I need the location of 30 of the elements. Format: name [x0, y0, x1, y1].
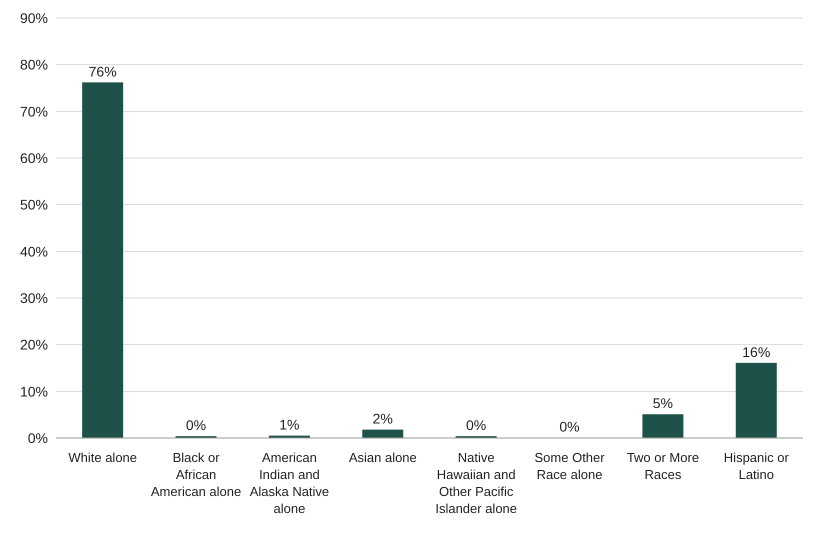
x-tick-label: Asian alone — [348, 450, 417, 465]
bar — [362, 430, 404, 438]
y-tick-label: 60% — [20, 150, 48, 166]
x-tick-label: American Indian and Alaska Native alone — [250, 450, 330, 516]
x-tick-label: Some Other Race alone — [534, 450, 606, 482]
data-label: 76% — [88, 63, 117, 80]
x-tick-label: Two or More Races — [626, 450, 700, 482]
data-label: 0% — [559, 418, 580, 435]
x-tick-label: Black or African American alone — [150, 450, 242, 499]
y-tick-label: 70% — [20, 103, 48, 120]
y-tick-label: 10% — [20, 383, 48, 400]
x-tick-label: White alone — [68, 450, 138, 465]
y-tick-label: 20% — [20, 336, 48, 353]
data-label: 5% — [652, 395, 674, 412]
data-label: 0% — [186, 417, 206, 434]
x-tick-label: Hispanic or Latino — [724, 450, 790, 482]
bar — [642, 414, 684, 438]
data-label: 1% — [279, 416, 300, 433]
bar — [736, 362, 777, 438]
y-tick-label: 90% — [20, 10, 48, 26]
x-tick-label: Native Hawaiian and Other Pacific Islander alone — [435, 450, 518, 516]
y-tick-label: 0% — [28, 430, 48, 446]
y-tick-label: 40% — [20, 243, 48, 260]
data-label: 2% — [372, 410, 393, 427]
y-tick-label: 50% — [20, 196, 48, 213]
bar — [82, 82, 124, 438]
data-label: 16% — [742, 344, 770, 360]
data-label: 0% — [466, 417, 486, 434]
y-tick-label: 30% — [20, 290, 48, 306]
y-tick-label: 80% — [20, 56, 48, 73]
